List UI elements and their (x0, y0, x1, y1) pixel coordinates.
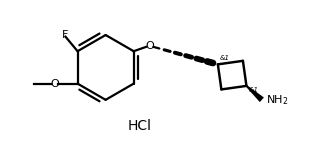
Text: NH$_2$: NH$_2$ (266, 93, 288, 107)
Polygon shape (246, 85, 264, 102)
Text: O: O (50, 79, 59, 89)
Text: &1: &1 (220, 55, 230, 61)
Text: &1: &1 (248, 87, 258, 93)
Text: HCl: HCl (128, 119, 152, 133)
Text: F: F (61, 30, 68, 40)
Text: O: O (145, 41, 154, 51)
